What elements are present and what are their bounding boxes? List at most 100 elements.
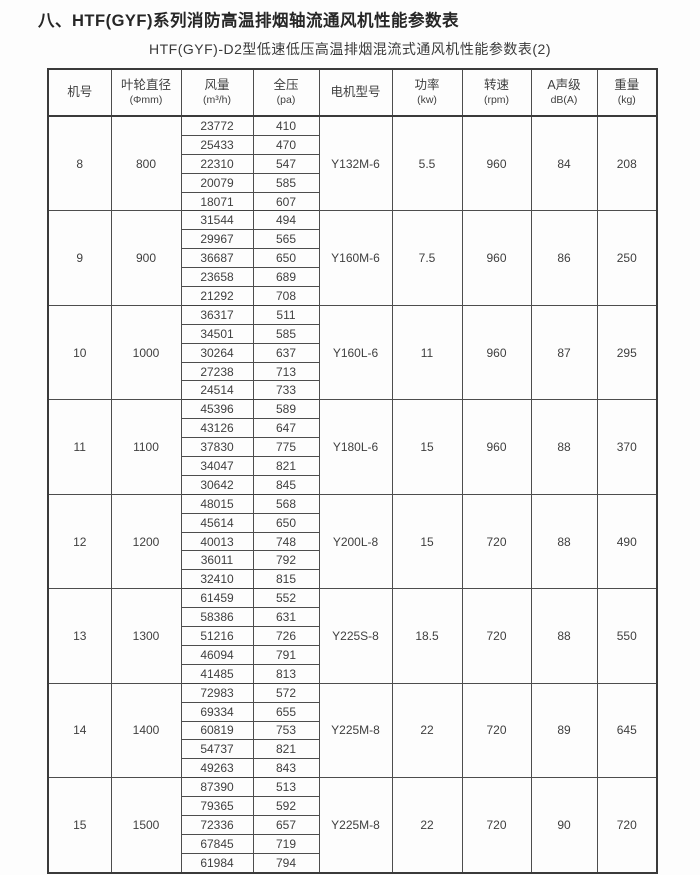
cell-air-flow: 25433 [180,134,254,155]
table-row: 67845 719 [48,833,657,854]
table-row: 34047 821 [48,456,657,476]
cell-air-flow: 23658 [180,267,254,288]
cell-air-flow: 87390 [180,777,254,798]
cell-air-flow: 79365 [180,796,254,816]
cell-total-pressure: 565 [252,229,320,250]
cell-air-flow: 45614 [180,512,254,533]
cell-model-no: 9 [47,210,112,306]
cell-total-pressure: 713 [252,361,320,382]
cell-total-pressure: 494 [252,210,320,231]
cell-air-flow: 43126 [180,418,254,439]
cell-total-pressure: 589 [252,399,320,420]
column-header-label: 全压 [273,78,299,93]
table-row: 34501 585 [48,323,657,344]
cell-air-flow: 30642 [180,474,254,495]
page-subtitle: HTF(GYF)-D2型低速低压高温排烟混流式通风机性能参数表(2) [149,41,551,57]
cell-total-pressure: 410 [252,115,320,136]
table-row: 27238 713 [48,361,657,382]
table-row: 40013 748 [48,531,657,552]
table-row: 22310 547 [48,153,657,174]
cell-power: 22 [391,682,463,779]
cell-power: 5.5 [391,115,463,212]
cell-noise-level: 90 [530,777,598,874]
cell-motor-model: Y160L-6 [318,304,393,401]
cell-total-pressure: 470 [252,134,320,155]
cell-total-pressure: 775 [252,437,320,458]
column-header-0: 机号 [47,68,112,117]
table-row: 10 1000 36317 511 Y160L-6 11 960 87 295 [47,304,658,401]
cell-model-no: 14 [47,682,112,779]
cell-total-pressure: 650 [252,512,320,533]
cell-total-pressure: 821 [252,456,320,476]
cell-model-no: 12 [47,493,112,590]
cell-air-flow: 30264 [180,342,254,363]
column-header-label: A声级 [547,78,581,93]
cell-air-flow: 32410 [180,569,254,590]
cell-air-flow: 60819 [180,720,254,741]
cell-speed: 960 [461,115,532,212]
cell-total-pressure: 689 [252,267,320,288]
cell-speed: 720 [461,682,532,779]
column-header-label: 叶轮直径 [120,78,171,93]
cell-impeller-diameter: 1300 [110,588,182,684]
cell-weight: 250 [596,210,658,306]
cell-air-flow: 18071 [180,191,254,212]
cell-air-flow: 51216 [180,626,254,646]
cell-air-flow: 48015 [180,493,254,514]
cell-total-pressure: 585 [252,323,320,344]
table-row: 30264 637 [48,342,657,363]
cell-total-pressure: 572 [252,682,320,703]
cell-air-flow: 45396 [180,399,254,420]
column-header-label: 电机型号 [330,84,381,99]
cell-weight: 295 [596,304,658,401]
cell-noise-level: 88 [530,399,598,495]
cell-total-pressure: 726 [252,626,320,646]
column-header-unit: (kw) [417,93,437,106]
cell-air-flow: 34501 [180,323,254,344]
cell-total-pressure: 511 [252,304,320,325]
cell-speed: 720 [461,493,532,590]
table-row: 23658 689 [48,267,657,288]
cell-model-no: 13 [47,588,112,684]
cell-total-pressure: 637 [252,342,320,363]
cell-total-pressure: 792 [252,550,320,571]
cell-weight: 370 [596,399,658,495]
table-row: 43126 647 [48,418,657,439]
cell-power: 15 [391,399,463,495]
cell-total-pressure: 843 [252,758,320,779]
cell-motor-model: Y160M-6 [318,210,393,306]
cell-air-flow: 31544 [180,210,254,231]
cell-model-no: 8 [47,115,112,212]
cell-air-flow: 41485 [180,663,254,684]
page-title: 八、HTF(GYF)系列消防高温排烟轴流通风机性能参数表 [38,12,459,30]
cell-total-pressure: 647 [252,418,320,439]
cell-total-pressure: 719 [252,833,320,854]
cell-total-pressure: 815 [252,569,320,590]
column-header-4: 电机型号 [318,68,393,117]
cell-impeller-diameter: 1400 [110,682,182,779]
table-row: 45614 650 [48,512,657,533]
table-row: 12 1200 48015 568 Y200L-8 15 720 88 490 [47,493,658,590]
table-row: 36687 650 [48,248,657,269]
table-row: 36011 792 [48,550,657,571]
cell-air-flow: 72983 [180,682,254,703]
cell-air-flow: 23772 [180,115,254,136]
cell-air-flow: 34047 [180,456,254,476]
cell-speed: 960 [461,304,532,401]
cell-motor-model: Y225M-8 [318,682,393,779]
cell-air-flow: 21292 [180,286,254,306]
column-header-3: 全压 (pa) [252,68,320,117]
cell-weight: 208 [596,115,658,212]
cell-total-pressure: 813 [252,663,320,684]
table-row: 61984 794 [48,852,657,874]
cell-air-flow: 61984 [180,852,254,874]
cell-air-flow: 27238 [180,361,254,382]
table-row: 15 1500 87390 513 Y225M-8 22 720 90 720 [47,777,658,874]
cell-noise-level: 88 [530,588,598,684]
cell-model-no: 10 [47,304,112,401]
column-header-unit: (Φmm) [129,93,163,106]
table-row: 49263 843 [48,758,657,779]
cell-total-pressure: 547 [252,153,320,174]
table-row: 14 1400 72983 572 Y225M-8 22 720 89 645 [47,682,658,779]
cell-total-pressure: 748 [252,531,320,552]
